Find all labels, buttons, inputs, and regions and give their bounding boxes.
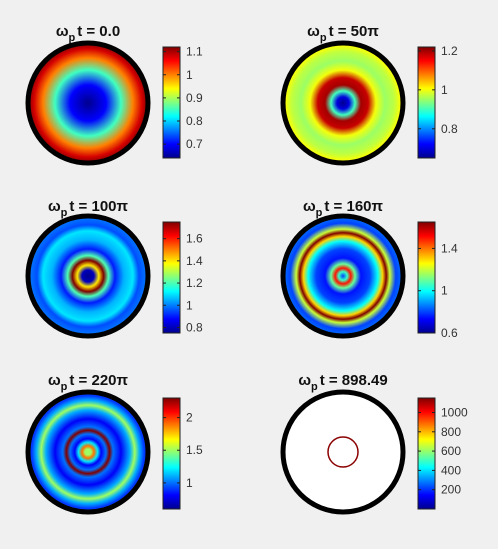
disk-heatmap [283,216,403,336]
panel-title: ωp t = 898.49 [298,372,387,393]
colorbar [417,397,436,510]
panel-5: ωp t = 220π 1 1.5 2 [25,372,203,515]
colorbar-tick-label: 1.4 [186,254,203,268]
colorbar-tick-label: 1.2 [441,44,458,58]
colorbar [162,46,181,159]
colorbar-tick-label: 0.8 [186,114,203,128]
colorbar-tick-label: 0.9 [186,91,203,105]
colorbar [417,221,436,334]
title-text: t = 898.49 [320,372,388,389]
colorbar-tick-label: 600 [441,444,461,458]
colorbar-tick-label: 1.1 [186,45,203,59]
colorbar-tick-label: 1.4 [441,241,458,255]
colorbar-tick-label: 0.8 [186,320,203,334]
panel-6: ωp t = 898.49 200 400 600 800 1000 [280,372,468,515]
panel-title: ωp t = 220π [48,372,129,393]
disk-border [280,40,406,166]
title-text: t = 0.0 [77,23,120,40]
inner-ring [327,436,359,468]
colorbar [162,221,181,334]
colorbar-tick-label: 400 [441,463,461,477]
colorbar-tick-label: 2 [186,411,193,425]
title-symbol: ω [48,372,61,389]
title-subscript: p [320,32,327,44]
title-symbol: ω [307,23,320,40]
colorbar-tick-label: 1.2 [186,276,203,290]
colorbar-tick-label: 800 [441,425,461,439]
panel-title: ωp t = 50π [307,23,379,44]
disk-border [25,389,151,515]
title-subscript: p [61,207,68,219]
panel-2: ωp t = 50π 0.8 1 1.2 [280,23,458,166]
colorbar-tick-label: 200 [441,483,461,497]
title-text: t = 220π [69,372,128,389]
disk-heatmap [283,43,403,163]
colorbar-tick-label: 1.5 [186,443,203,457]
panel-4: ωp t = 160π 0.6 1 1.4 [280,198,458,340]
colorbar-tick-label: 0.7 [186,137,203,151]
panel-title: ωp t = 0.0 [56,23,120,44]
panel-title: ωp t = 100π [48,198,129,219]
colorbar [162,397,181,510]
title-subscript: p [61,381,68,393]
title-symbol: ω [303,198,316,215]
colorbar-tick-label: 1 [186,68,193,82]
colorbar-tick-label: 1 [186,476,193,490]
title-subscript: p [316,207,323,219]
disk-heatmap [28,43,148,163]
title-symbol: ω [298,372,311,389]
disk-heatmap [28,392,148,512]
disk-border [280,389,406,515]
panel-3: ωp t = 100π 0.8 1 1.2 1.4 1.6 [25,198,203,339]
disk-heatmap [283,392,403,512]
disk-border [280,213,406,339]
colorbar-tick-label: 1 [441,284,448,298]
colorbar-tick-label: 0.8 [441,122,458,136]
title-subscript: p [311,381,318,393]
disk-border [25,213,151,339]
title-symbol: ω [56,23,69,40]
panel-1: ωp t = 0.0 0.7 0.8 0.9 1 1.1 [25,23,203,166]
disk-border [25,40,151,166]
colorbar-tick-label: 1 [441,83,448,97]
title-symbol: ω [48,198,61,215]
colorbar [417,46,436,159]
colorbar-tick-label: 0.6 [441,326,458,340]
colorbar-tick-label: 1.6 [186,232,203,246]
title-text: t = 160π [324,198,383,215]
title-subscript: p [68,32,75,44]
disk-heatmap [28,216,148,336]
colorbar-tick-label: 1000 [441,405,468,419]
title-text: t = 100π [69,198,128,215]
panel-title: ωp t = 160π [303,198,384,219]
colorbar-tick-label: 1 [186,298,193,312]
title-text: t = 50π [329,23,380,40]
